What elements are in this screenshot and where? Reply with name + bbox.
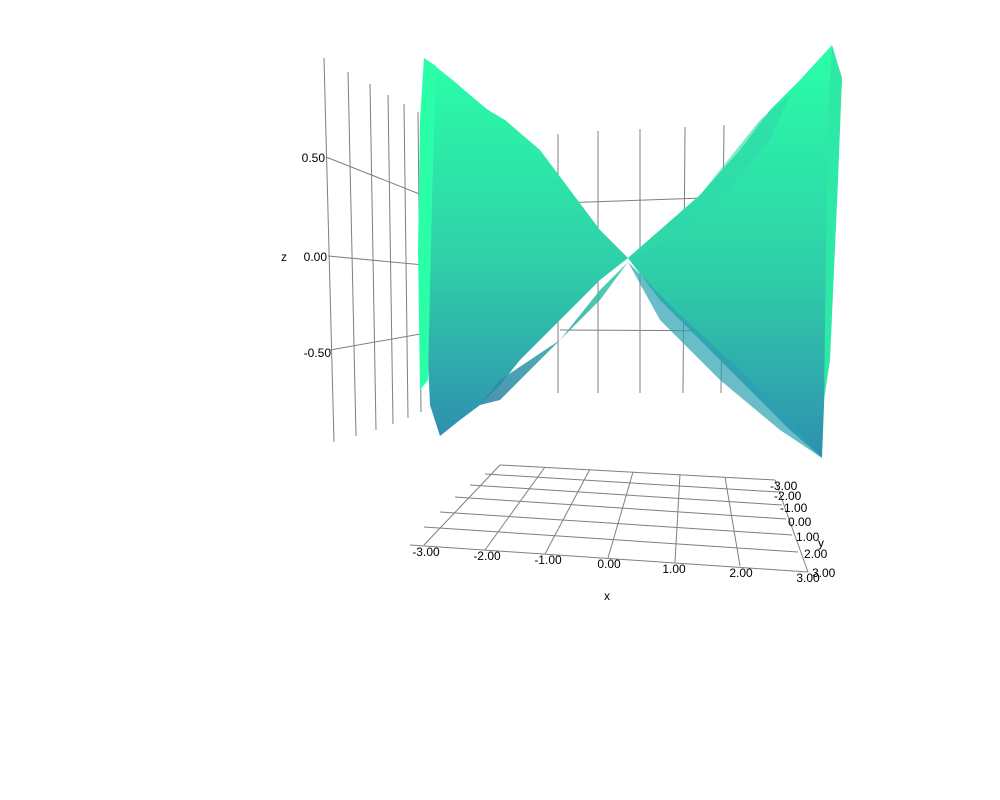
x-tick: 0.00 [597,557,621,571]
z-axis: z 0.50 0.00 -0.50 [281,151,331,360]
surface [418,45,842,458]
z-tick: 0.50 [302,151,326,165]
y-tick: -1.00 [780,501,808,515]
y-axis-label: y [818,536,824,550]
y-tick: 0.00 [788,515,812,529]
z-axis-label: z [281,250,287,264]
y-tick: -3.00 [770,479,798,493]
x-tick: 1.00 [662,562,686,576]
floor-grid [409,464,809,573]
y-tick: 2.00 [804,547,828,561]
y-tick: -2.00 [774,489,802,503]
x-axis-label: x [604,589,610,603]
z-tick: -0.50 [304,346,332,360]
x-tick: -1.00 [534,553,562,567]
y-tick: 1.00 [796,530,820,544]
y-tick: 3.00 [812,566,836,580]
x-tick: 2.00 [729,566,753,580]
z-tick: 0.00 [304,250,328,264]
x-axis: -3.00 -2.00 -1.00 0.00 1.00 2.00 3.00 x [412,545,820,603]
x-tick: -2.00 [473,549,501,563]
x-tick: 3.00 [796,571,820,585]
y-axis: -3.00 -2.00 -1.00 0.00 1.00 2.00 3.00 y [770,479,836,580]
x-tick: -3.00 [412,545,440,559]
